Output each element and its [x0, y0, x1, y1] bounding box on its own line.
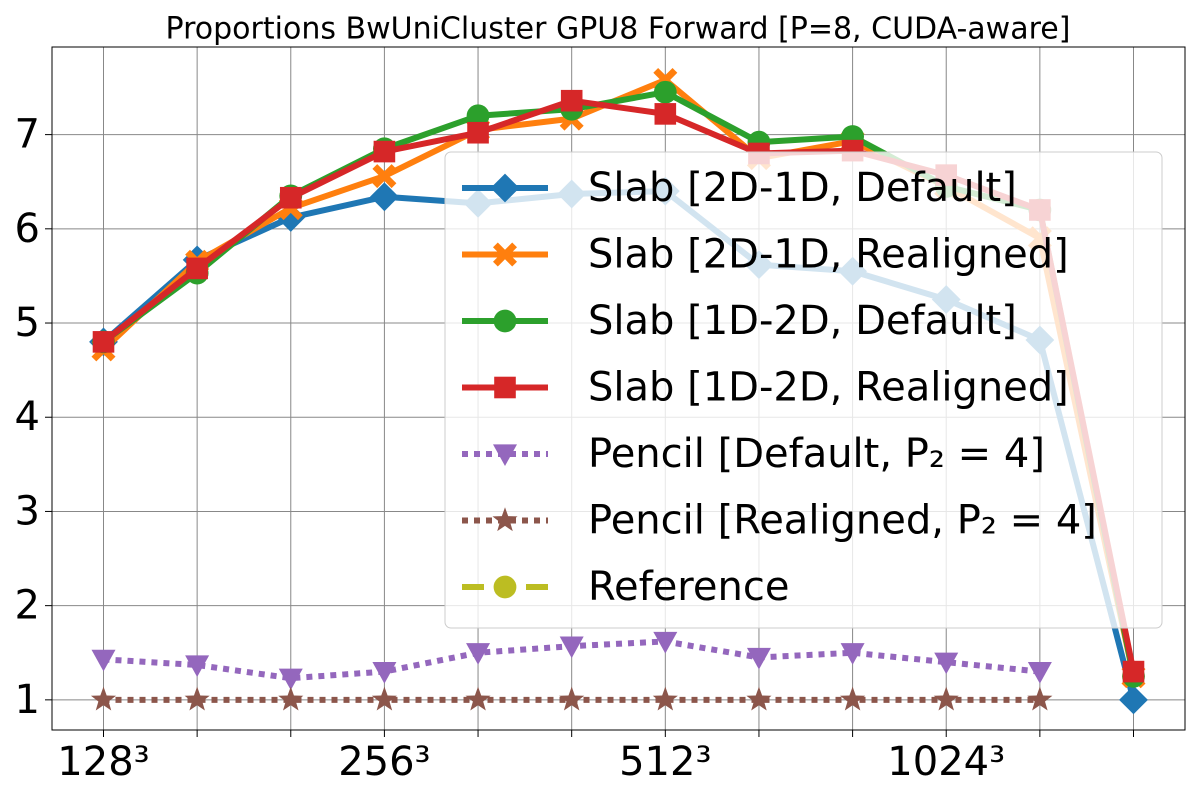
- marker: [467, 121, 489, 144]
- y-tick-label: 7: [15, 112, 40, 158]
- plot-frame: [51, 46, 1186, 731]
- x-tick-label: 1024³: [887, 739, 1005, 785]
- legend-label: Slab [2D-1D, Realigned]: [588, 232, 1069, 278]
- marker: [653, 631, 678, 654]
- marker: [278, 686, 304, 711]
- legend-box: [444, 151, 1163, 629]
- marker: [466, 104, 490, 128]
- marker: [490, 173, 520, 203]
- x-tick-label: 128³: [57, 739, 149, 785]
- marker: [279, 186, 302, 209]
- marker: [92, 331, 115, 353]
- marker: [840, 643, 865, 665]
- marker: [185, 655, 210, 677]
- marker: [1027, 686, 1053, 711]
- legend-label: Slab [1D-2D, Realigned]: [588, 365, 1069, 411]
- marker: [278, 668, 303, 691]
- marker: [466, 643, 491, 665]
- legend-label: Pencil [Default, P₂ = 4]: [588, 431, 1045, 477]
- marker: [493, 575, 517, 599]
- marker: [654, 103, 677, 125]
- y-tick-label: 4: [15, 394, 40, 440]
- marker: [652, 686, 678, 711]
- legend-label: Slab [1D-2D, Default]: [588, 298, 1017, 344]
- marker: [1119, 685, 1148, 715]
- marker: [370, 182, 399, 212]
- marker: [494, 376, 516, 399]
- marker: [372, 164, 397, 189]
- marker: [1027, 661, 1052, 684]
- marker: [492, 507, 518, 532]
- legend: Slab [2D-1D, Default] Slab [2D-1D, Realig…: [444, 151, 1163, 629]
- chart-title: Proportions BwUniCluster GPU8 Forward [P…: [166, 12, 1071, 47]
- marker: [560, 89, 583, 112]
- legend-label: Slab [2D-1D, Default]: [588, 165, 1017, 211]
- marker: [1122, 660, 1145, 683]
- legend-label: Reference: [588, 564, 789, 610]
- marker: [746, 647, 771, 670]
- marker: [934, 652, 959, 675]
- y-tick-label: 3: [15, 488, 40, 534]
- x-tick-label: 512³: [619, 739, 711, 785]
- y-tick-label: 5: [15, 300, 40, 346]
- marker: [840, 686, 866, 711]
- marker: [186, 257, 208, 280]
- marker: [90, 686, 117, 711]
- marker: [933, 686, 959, 711]
- x-tick-label: 256³: [338, 739, 430, 785]
- marker: [559, 686, 585, 711]
- marker: [653, 80, 677, 104]
- marker: [559, 636, 584, 659]
- y-tick-label: 1: [15, 677, 40, 723]
- marker: [373, 140, 396, 163]
- y-tick-label: 6: [15, 206, 40, 252]
- marker: [493, 242, 517, 267]
- marker: [372, 661, 397, 684]
- y-tick-label: 2: [15, 583, 40, 629]
- marker: [184, 686, 210, 711]
- marker: [91, 649, 116, 672]
- marker: [493, 444, 517, 466]
- marker: [371, 686, 397, 711]
- marker: [746, 686, 772, 711]
- marker: [465, 686, 491, 711]
- legend-label: Pencil [Realigned, P₂ = 4]: [588, 498, 1097, 544]
- marker: [493, 309, 517, 333]
